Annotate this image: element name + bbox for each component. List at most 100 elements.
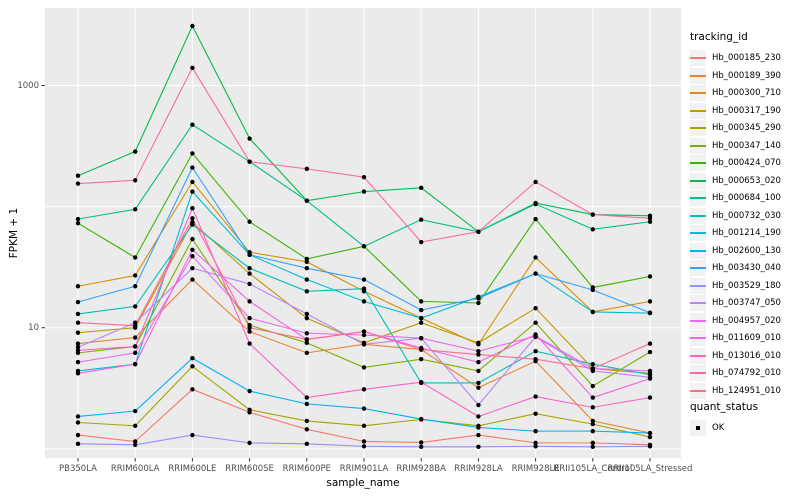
- data-point-marker: [476, 444, 481, 449]
- data-point-marker: [647, 310, 653, 315]
- data-point-marker: [533, 271, 538, 276]
- data-point-marker: [75, 320, 81, 325]
- data-point-marker: [361, 174, 367, 180]
- data-point-marker: [304, 315, 309, 321]
- data-point-marker: [590, 309, 595, 315]
- legend-line-swatch: [690, 389, 706, 392]
- legend-line-swatch: [690, 372, 706, 374]
- legend-item: Hb_001214_190: [690, 225, 781, 241]
- legend-item-label: Hb_000185_230: [712, 53, 781, 63]
- data-point-marker: [247, 329, 252, 334]
- x-tick-label: RRIM600PE: [282, 464, 331, 474]
- legend-key: [690, 120, 706, 136]
- y-axis-title: FPKM + 1: [8, 207, 20, 259]
- data-point-marker: [190, 356, 195, 361]
- legend-key: [690, 207, 706, 224]
- data-point-marker: [361, 423, 367, 428]
- legend-item: Hb_000424_070: [690, 155, 781, 171]
- legend-key: [690, 50, 706, 66]
- data-point-marker: [75, 348, 81, 353]
- legend-item-label: Hb_000345_290: [712, 123, 781, 133]
- legend-item-label: Hb_000653_020: [712, 175, 781, 186]
- data-point-marker: [75, 220, 81, 226]
- data-point-marker: [190, 364, 195, 369]
- legend-item-label: Hb_000189_390: [712, 70, 781, 81]
- legend-line-swatch: [690, 267, 706, 269]
- data-point-marker: [75, 330, 81, 335]
- data-point-marker: [533, 255, 538, 260]
- data-point-marker: [476, 425, 481, 430]
- data-point-marker: [304, 198, 309, 203]
- data-point-marker: [75, 173, 81, 178]
- legend-item: Hb_074792_010: [690, 365, 781, 381]
- data-point-marker: [247, 315, 252, 321]
- data-point-marker: [247, 136, 252, 141]
- legend-quant-status: quant_status OK: [690, 401, 758, 438]
- legend-key: [690, 102, 706, 119]
- data-point-marker: [75, 414, 81, 419]
- data-point-marker: [533, 201, 538, 207]
- data-point-marker: [247, 341, 252, 346]
- ok-point-marker-key: [690, 420, 706, 436]
- legend-item-label: Hb_000732_030: [712, 210, 781, 221]
- data-point-marker: [133, 442, 138, 447]
- legend-key: [690, 137, 706, 154]
- data-point-marker: [361, 329, 367, 334]
- data-point-marker: [361, 387, 367, 392]
- legend-item: Hb_000317_190: [690, 102, 781, 119]
- data-point-marker: [190, 23, 195, 29]
- legend-item-label: Hb_000317_190: [712, 105, 781, 116]
- data-point-marker: [133, 361, 138, 367]
- legend-key: [690, 277, 706, 294]
- legend-line-swatch: [690, 232, 706, 234]
- legend-line-swatch: [690, 284, 706, 287]
- data-point-marker: [647, 299, 653, 304]
- data-point-marker: [647, 395, 653, 400]
- data-point-marker: [133, 439, 138, 444]
- data-point-marker: [419, 320, 424, 325]
- data-point-marker: [476, 368, 481, 374]
- legend-item-label: Hb_003430_040: [712, 263, 781, 273]
- data-point-marker: [304, 289, 309, 294]
- data-point-marker: [75, 284, 81, 289]
- data-point-marker: [647, 341, 653, 346]
- legend-item-label: OK: [712, 423, 725, 433]
- data-point-marker: [190, 151, 195, 156]
- data-point-marker: [590, 440, 595, 446]
- data-point-marker: [133, 408, 138, 414]
- x-tick-label: RRII105LA_Control: [553, 464, 633, 474]
- data-point-marker: [75, 216, 81, 222]
- data-point-marker: [247, 266, 252, 271]
- data-point-marker: [133, 304, 138, 309]
- data-point-marker: [476, 352, 481, 357]
- data-point-marker: [247, 271, 252, 276]
- data-point-marker: [533, 440, 538, 446]
- legend-item-label: Hb_003747_050: [712, 298, 781, 308]
- legend-item-ok: OK: [690, 420, 758, 436]
- panel-background: [45, 8, 681, 458]
- data-point-marker: [133, 335, 138, 340]
- data-point-marker: [190, 165, 195, 170]
- legend-key: [690, 295, 706, 311]
- data-point-marker: [476, 296, 481, 301]
- legend-key: [690, 365, 706, 381]
- data-point-marker: [647, 444, 653, 449]
- data-point-marker: [304, 340, 309, 346]
- data-point-marker: [590, 361, 595, 367]
- data-point-marker: [590, 405, 595, 410]
- legend-item: Hb_003529_180: [690, 277, 781, 294]
- x-tick-label: RRIM928LE: [511, 464, 560, 474]
- data-point-marker: [419, 416, 424, 422]
- data-point-marker: [476, 300, 481, 306]
- data-point-marker: [361, 406, 367, 411]
- legend-line-swatch: [690, 302, 706, 304]
- legend-item-label: Hb_000424_070: [712, 158, 781, 168]
- data-point-marker: [133, 149, 138, 154]
- data-point-marker: [419, 444, 424, 449]
- legend-key: [690, 155, 706, 171]
- legend-item-label: Hb_124951_010: [712, 385, 781, 396]
- data-point-marker: [247, 407, 252, 413]
- legend-item: Hb_000345_290: [690, 120, 781, 136]
- data-point-marker: [590, 395, 595, 400]
